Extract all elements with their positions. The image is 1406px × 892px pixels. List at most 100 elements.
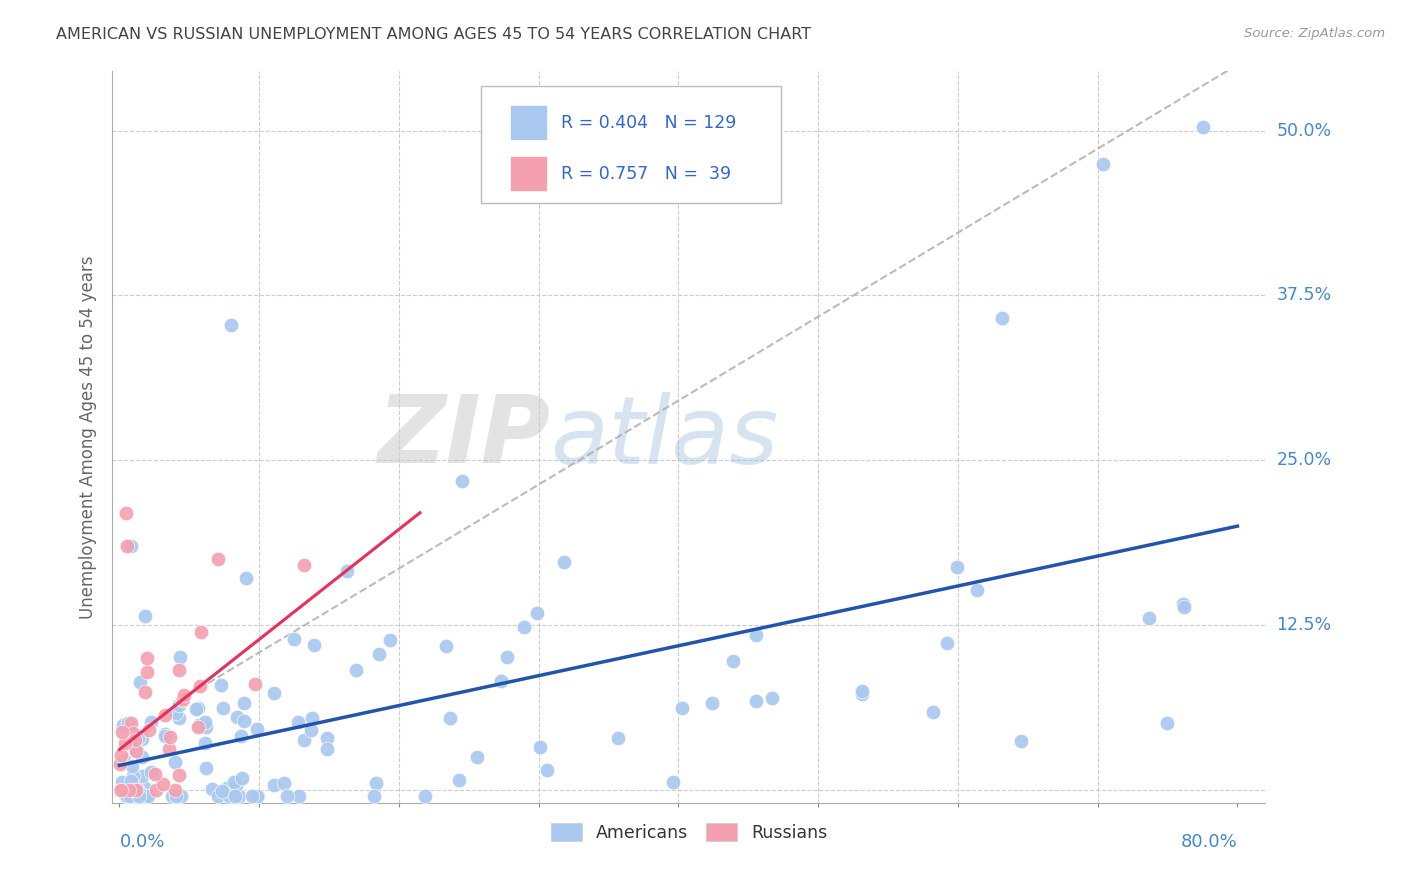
- Point: [110, 748, 132, 763]
- Point: [110, 782, 132, 797]
- Point: [122, 789, 145, 804]
- Point: [127, 744, 149, 758]
- Point: [117, 716, 139, 731]
- Point: [211, 783, 233, 797]
- Point: [226, 710, 249, 724]
- Point: [121, 759, 143, 773]
- Text: AMERICAN VS RUSSIAN UNEMPLOYMENT AMONG AGES 45 TO 54 YEARS CORRELATION CHART: AMERICAN VS RUSSIAN UNEMPLOYMENT AMONG A…: [56, 27, 811, 42]
- Point: [526, 606, 548, 620]
- Point: [224, 789, 246, 804]
- Point: [188, 679, 211, 693]
- Point: [166, 789, 188, 804]
- Point: [745, 694, 768, 708]
- Point: [120, 716, 142, 731]
- Point: [228, 789, 250, 804]
- Point: [122, 726, 145, 740]
- Point: [129, 674, 152, 689]
- Legend: Americans, Russians: Americans, Russians: [544, 816, 834, 849]
- Point: [921, 705, 943, 719]
- Point: [671, 701, 693, 715]
- Point: [316, 741, 339, 756]
- Point: [172, 692, 194, 706]
- Bar: [510, 105, 547, 140]
- Point: [380, 632, 402, 647]
- Point: [851, 688, 873, 702]
- Point: [1171, 597, 1194, 611]
- Point: [195, 761, 218, 775]
- Point: [160, 789, 183, 804]
- Text: Source: ZipAtlas.com: Source: ZipAtlas.com: [1244, 27, 1385, 40]
- Point: [761, 691, 783, 706]
- Point: [1092, 157, 1115, 171]
- Point: [246, 789, 269, 804]
- Point: [194, 714, 217, 729]
- Point: [165, 756, 187, 770]
- Point: [368, 647, 391, 661]
- Text: R = 0.404   N = 129: R = 0.404 N = 129: [561, 113, 737, 131]
- Point: [186, 702, 208, 716]
- Point: [152, 776, 174, 790]
- Point: [364, 776, 387, 790]
- Point: [218, 789, 240, 804]
- Point: [122, 768, 145, 782]
- Point: [120, 782, 142, 797]
- Point: [159, 730, 181, 744]
- Point: [167, 663, 190, 677]
- Point: [143, 767, 166, 781]
- Point: [1191, 120, 1213, 134]
- Point: [169, 698, 191, 713]
- Point: [243, 789, 266, 804]
- Point: [131, 731, 153, 746]
- Point: [187, 701, 209, 715]
- Point: [118, 789, 141, 804]
- Point: [1156, 716, 1178, 731]
- Point: [991, 311, 1014, 326]
- Point: [287, 714, 309, 729]
- Point: [134, 608, 156, 623]
- Point: [124, 782, 146, 797]
- Point: [662, 774, 685, 789]
- Point: [153, 729, 176, 743]
- Point: [194, 736, 217, 750]
- Text: R = 0.757   N =  39: R = 0.757 N = 39: [561, 165, 731, 183]
- Point: [607, 731, 630, 745]
- Text: 25.0%: 25.0%: [1277, 451, 1331, 469]
- Point: [124, 782, 146, 797]
- Point: [118, 789, 141, 804]
- Point: [302, 639, 325, 653]
- Point: [163, 782, 186, 797]
- Point: [413, 789, 436, 804]
- Point: [292, 558, 315, 573]
- Point: [124, 789, 146, 804]
- Point: [139, 715, 162, 730]
- Point: [232, 696, 254, 710]
- Point: [120, 773, 142, 788]
- Point: [172, 693, 194, 707]
- Point: [292, 732, 315, 747]
- Point: [125, 744, 148, 758]
- Point: [170, 789, 193, 804]
- Point: [128, 786, 150, 800]
- Point: [111, 775, 134, 789]
- Point: [165, 706, 187, 721]
- Point: [222, 774, 245, 789]
- Point: [115, 789, 138, 804]
- Point: [217, 780, 239, 795]
- Point: [110, 757, 132, 772]
- Point: [465, 749, 488, 764]
- Bar: [510, 156, 547, 191]
- Point: [121, 768, 143, 782]
- Point: [219, 318, 242, 333]
- Point: [447, 772, 470, 787]
- Point: [131, 749, 153, 764]
- Point: [231, 771, 253, 785]
- Point: [136, 665, 159, 680]
- Point: [344, 663, 367, 677]
- Text: atlas: atlas: [551, 392, 779, 483]
- Point: [120, 789, 142, 804]
- Point: [112, 753, 135, 767]
- Point: [138, 723, 160, 738]
- Point: [851, 683, 873, 698]
- Point: [187, 718, 209, 732]
- Point: [195, 720, 218, 734]
